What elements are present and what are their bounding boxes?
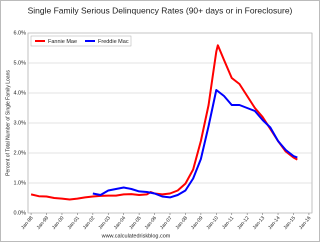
y-tick-label: 2.0% — [13, 150, 26, 156]
y-tick-label: 3.0% — [13, 120, 26, 126]
source: www.calculatedriskblog.com — [101, 233, 171, 239]
y-tick-label: 5.0% — [13, 60, 26, 66]
y-tick-label: 4.0% — [13, 90, 26, 96]
y-axis-label: Percent of Total Number of Single Family… — [5, 70, 11, 176]
y-tick-label: 6.0% — [13, 30, 26, 36]
legend-label: Fannie Mae — [48, 39, 77, 45]
line-series — [30, 44, 298, 201]
legend-box — [30, 35, 132, 47]
legend-label: Freddie Mac — [98, 39, 129, 45]
line-series — [92, 89, 298, 199]
y-tick-label: 1.0% — [13, 180, 26, 186]
y-tick-label: 0.0% — [13, 210, 26, 216]
chart-title: Single Family Serious Delinquency Rates … — [28, 5, 293, 15]
